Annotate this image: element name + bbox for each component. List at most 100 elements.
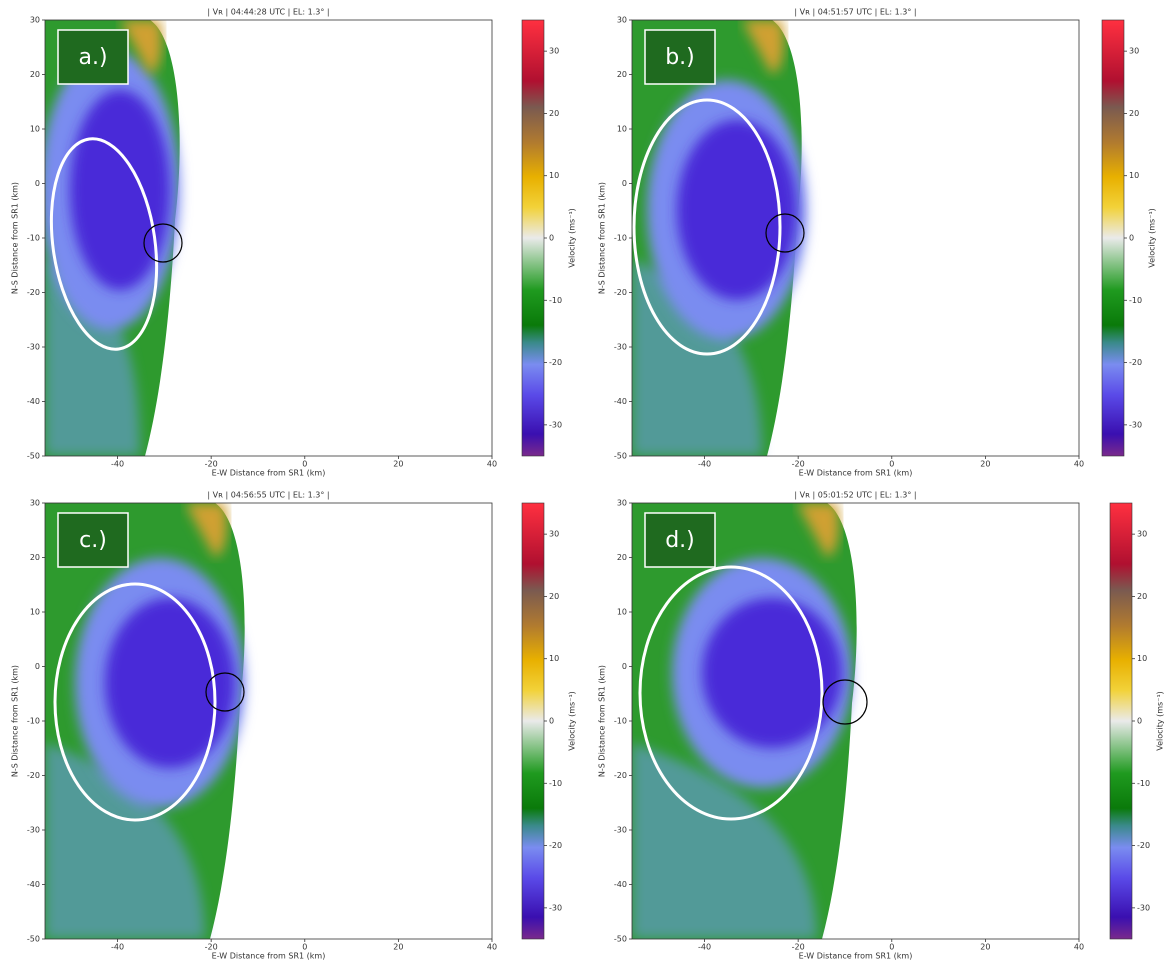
colorbar-tick-label: 0: [549, 717, 554, 726]
x-tick-label: -40: [111, 460, 124, 469]
radar-light: [632, 742, 817, 939]
panel-label-box: [57, 512, 129, 568]
colorbar-label: Velocity (ms⁻¹): [1156, 691, 1165, 751]
y-tick-label: 20: [617, 553, 627, 562]
x-tick-label: 40: [487, 943, 497, 952]
colorbar-tick-label: 30: [1137, 530, 1147, 539]
y-tick-label: -10: [27, 234, 40, 243]
radar-field: [632, 20, 807, 456]
colorbar-tick-label: -10: [549, 779, 562, 788]
colorbar-tick-label: 30: [1129, 47, 1139, 56]
chart-title: | Vʀ | 05:01:52 UTC | EL: 1.3° |: [794, 491, 916, 500]
colorbar: [521, 19, 545, 457]
y-tick-label: -30: [27, 343, 40, 352]
y-tick-label: 20: [617, 70, 627, 79]
x-tick-label: 40: [487, 460, 497, 469]
x-tick-label: -20: [205, 460, 218, 469]
y-tick-label: -50: [27, 935, 40, 944]
colorbar-tick-label: -20: [1137, 841, 1150, 850]
colorbar-tick-label: -10: [1129, 296, 1142, 305]
colorbar-tick-label: -20: [549, 841, 562, 850]
y-tick-label: 10: [617, 125, 627, 134]
x-tick-label: 0: [302, 460, 307, 469]
y-tick-label: 0: [622, 662, 627, 671]
y-tick-label: 0: [35, 662, 40, 671]
panel-label: d.): [665, 528, 695, 553]
highlight-circle: [822, 679, 868, 725]
highlight-circle: [205, 672, 245, 712]
y-axis-label: N-S Distance from SR1 (km): [598, 665, 607, 777]
y-tick-label: -40: [614, 880, 627, 889]
y-tick-label: 10: [617, 608, 627, 617]
x-tick-label: 20: [980, 943, 990, 952]
panel: d.) | Vʀ | 05:01:52 UTC | EL: 1.3° | E-W D…: [598, 491, 1165, 961]
y-tick-label: -20: [614, 288, 627, 297]
y-axis-label: N-S Distance from SR1 (km): [598, 182, 607, 294]
panel-label: a.): [78, 45, 107, 70]
colorbar-tick-label: 30: [549, 530, 559, 539]
panel: c.) | Vʀ | 04:56:55 UTC | EL: 1.3° | E-W D…: [11, 491, 577, 961]
y-tick-label: 30: [30, 16, 40, 25]
x-tick-label: -40: [111, 943, 124, 952]
x-tick-label: -40: [698, 943, 711, 952]
y-axis-label: N-S Distance from SR1 (km): [11, 182, 20, 294]
y-tick-label: -10: [614, 234, 627, 243]
x-tick-label: 20: [393, 943, 403, 952]
y-axis-label: N-S Distance from SR1 (km): [11, 665, 20, 777]
y-tick-label: 0: [622, 179, 627, 188]
x-tick-label: 20: [980, 460, 990, 469]
highlight-ellipse: [49, 137, 159, 351]
radar-core: [702, 598, 842, 748]
radar-warm: [185, 503, 227, 558]
y-tick-label: 30: [617, 16, 627, 25]
chart-title: | Vʀ | 04:56:55 UTC | EL: 1.3° |: [207, 491, 329, 500]
x-axis-label: E-W Distance from SR1 (km): [212, 469, 326, 478]
colorbar-tick-label: -10: [1137, 779, 1150, 788]
colorbar-tick-label: 10: [1137, 654, 1147, 663]
x-tick-label: -40: [698, 460, 711, 469]
x-tick-label: 0: [302, 943, 307, 952]
chart-title: | Vʀ | 04:51:57 UTC | EL: 1.3° |: [794, 8, 916, 17]
colorbar: [521, 502, 545, 940]
highlight-ellipse: [632, 98, 782, 356]
x-tick-label: 40: [1074, 460, 1084, 469]
colorbar-tick-label: -30: [1137, 903, 1150, 912]
y-tick-label: -10: [27, 717, 40, 726]
radar-field: [45, 503, 245, 939]
y-tick-label: 0: [35, 179, 40, 188]
y-tick-label: 10: [30, 125, 40, 134]
colorbar-tick-label: -30: [549, 420, 562, 429]
y-tick-label: -40: [614, 397, 627, 406]
y-tick-label: -30: [614, 343, 627, 352]
panel-label-box: [644, 29, 716, 85]
colorbar-tick-label: 0: [1129, 234, 1134, 243]
colorbar: [1101, 19, 1125, 457]
panel: a.) | Vʀ | 04:44:28 UTC | EL: 1.3° | E-W D…: [11, 8, 577, 478]
x-tick-label: -20: [205, 943, 218, 952]
y-tick-label: -40: [27, 880, 40, 889]
y-tick-label: -40: [27, 397, 40, 406]
colorbar-label: Velocity (ms⁻¹): [568, 691, 577, 751]
x-tick-label: 40: [1074, 943, 1084, 952]
colorbar-tick-label: -20: [549, 358, 562, 367]
radar-light: [632, 259, 762, 456]
panel-label: b.): [665, 45, 695, 70]
colorbar-tick-label: -10: [549, 296, 562, 305]
x-tick-label: 0: [889, 943, 894, 952]
y-tick-label: 30: [617, 499, 627, 508]
colorbar-tick-label: 10: [549, 171, 559, 180]
y-tick-label: -50: [614, 452, 627, 461]
x-tick-label: -20: [792, 460, 805, 469]
highlight-circle: [765, 213, 805, 253]
colorbar-tick-label: -30: [549, 903, 562, 912]
panel-label-box: [57, 29, 129, 85]
colorbar-tick-label: 10: [1129, 171, 1139, 180]
x-axis-label: E-W Distance from SR1 (km): [799, 952, 913, 961]
radar-warm: [742, 20, 784, 75]
x-tick-label: 0: [889, 460, 894, 469]
y-tick-label: -20: [27, 288, 40, 297]
colorbar-tick-label: -20: [1129, 358, 1142, 367]
colorbar-tick-label: 0: [549, 234, 554, 243]
x-tick-label: -20: [792, 943, 805, 952]
